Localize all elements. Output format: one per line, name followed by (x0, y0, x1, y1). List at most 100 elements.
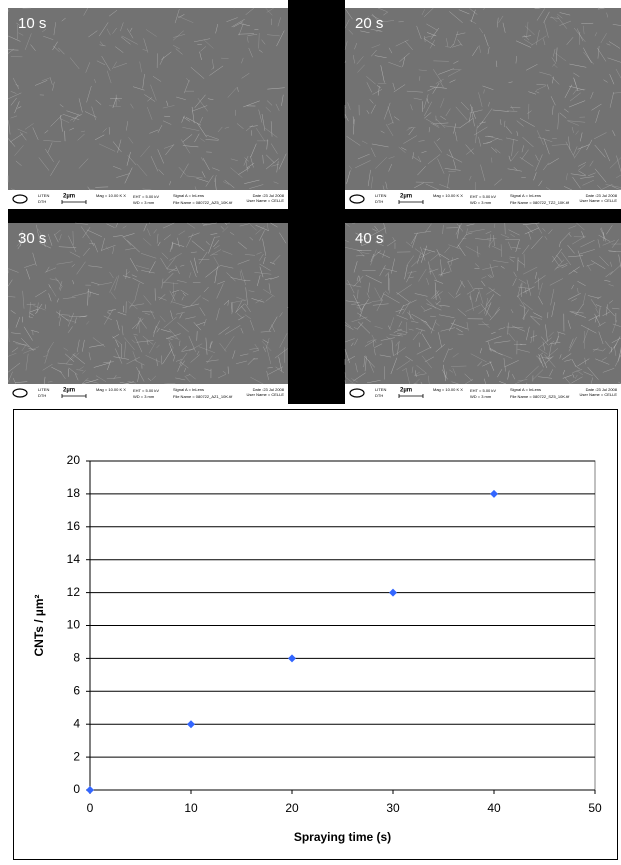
fiber (458, 9, 470, 15)
fiber (279, 232, 287, 244)
fiber (204, 368, 211, 371)
user: User Name = CELLE (247, 392, 285, 397)
fiber (580, 239, 595, 248)
fiber (507, 241, 512, 251)
fiber (61, 314, 70, 316)
fiber (268, 283, 271, 294)
fiber (58, 317, 61, 327)
point (288, 654, 296, 663)
fiber (213, 245, 220, 250)
fiber (487, 47, 490, 55)
fiber (190, 66, 205, 79)
fiber (572, 176, 581, 189)
fiber (506, 326, 524, 329)
fiber (525, 288, 527, 294)
fiber (243, 155, 249, 166)
fiber (548, 344, 552, 360)
fiber (202, 297, 209, 302)
fiber (606, 43, 611, 46)
fiber (366, 292, 370, 299)
fiber (236, 313, 243, 319)
fiber (374, 287, 382, 301)
fiber (344, 376, 354, 384)
date: Date :23 Jul 2008 (253, 193, 285, 198)
fiber (275, 103, 280, 111)
fiber (370, 28, 383, 32)
fiber (262, 154, 264, 164)
fiber (559, 112, 567, 119)
fiber (86, 85, 92, 103)
fiber (237, 241, 247, 250)
fiber (611, 185, 621, 191)
dept: DTH (375, 199, 383, 204)
fiber (147, 97, 153, 102)
fiber (405, 321, 407, 335)
fiber (517, 379, 528, 382)
fiber (30, 329, 40, 333)
fiber (169, 290, 176, 302)
fiber (538, 296, 543, 305)
fiber (259, 266, 264, 278)
fiber (216, 283, 224, 299)
fiber (153, 229, 157, 234)
fiber (160, 257, 168, 270)
fiber (407, 271, 417, 274)
fiber (477, 361, 483, 367)
org: LITEN (38, 193, 49, 198)
fiber (483, 34, 489, 47)
eht: EHT = 5.00 kV (470, 388, 496, 393)
fiber (573, 78, 577, 85)
fiber (510, 151, 519, 162)
fiber (161, 252, 169, 260)
fiber (38, 237, 43, 244)
fiber (465, 304, 481, 312)
fiber (76, 339, 80, 353)
fiber (171, 301, 188, 307)
fiber (7, 35, 21, 42)
fiber (522, 302, 533, 311)
fiber (416, 253, 421, 264)
fiber (478, 288, 484, 304)
fiber (438, 332, 442, 348)
fiber (10, 115, 18, 119)
fiber (79, 366, 84, 370)
fiber (508, 332, 516, 342)
fiber (516, 120, 524, 127)
fiber (548, 340, 555, 346)
fiber (252, 349, 260, 353)
fiber (200, 138, 205, 142)
fiber (82, 379, 99, 385)
fiber (157, 296, 167, 301)
panel-label: 40 s (355, 230, 383, 247)
fiber (561, 252, 572, 266)
fiber (241, 306, 247, 312)
fiber (403, 135, 417, 144)
fiber (143, 295, 152, 305)
fiber (59, 281, 63, 290)
fiber (552, 256, 560, 266)
fiber (567, 120, 579, 126)
fiber (160, 329, 172, 333)
fiber (244, 179, 260, 184)
fiber (209, 341, 213, 348)
fiber (10, 133, 23, 143)
fiber (351, 378, 358, 383)
fiber (171, 242, 185, 247)
fiber (157, 149, 164, 164)
fiber (101, 244, 116, 251)
y-tick-label: 2 (73, 749, 80, 763)
fiber (587, 295, 600, 299)
fiber (82, 226, 91, 238)
fiber (90, 239, 95, 247)
fiber (526, 21, 529, 38)
fiber (50, 160, 60, 176)
fiber (608, 284, 614, 287)
y-tick-label: 16 (67, 519, 81, 533)
fiber (344, 240, 350, 243)
dept: DTH (38, 393, 46, 398)
fiber (238, 316, 245, 321)
fiber (7, 9, 10, 12)
fiber (456, 223, 464, 232)
fiber (91, 281, 100, 285)
fiber (563, 108, 569, 113)
